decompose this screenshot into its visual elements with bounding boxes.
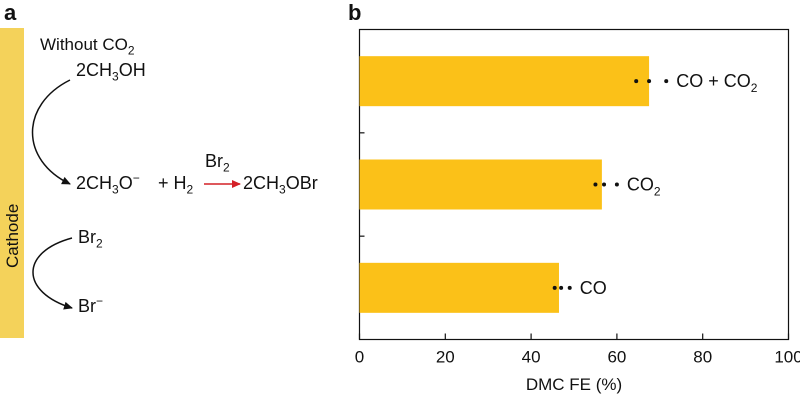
bromine-species: Br2 (78, 227, 103, 251)
x-tick-label-3: 60 (607, 348, 626, 367)
x-tick-label-1: 20 (436, 348, 455, 367)
data-point-0-2 (664, 79, 669, 84)
x-tick-label-0: 0 (355, 348, 364, 367)
bromine-reagent: Br2 (205, 151, 230, 175)
panel-label-a: a (4, 0, 17, 25)
hydrogen-product: + H2 (158, 173, 194, 197)
bar-1 (359, 159, 602, 210)
deprotonation-arrow (31, 79, 71, 185)
bar-label-1: CO2 (627, 175, 661, 199)
x-tick-label-2: 40 (522, 348, 541, 367)
data-point-0-1 (647, 79, 652, 84)
data-point-1-2 (614, 182, 619, 187)
panel-label-b: b (348, 0, 362, 25)
data-point-1-0 (593, 182, 598, 187)
bromide-species: Br− (78, 294, 104, 316)
without-co2-label: Without CO2 (40, 35, 135, 58)
data-point-2-1 (559, 285, 564, 290)
data-point-2-2 (567, 285, 572, 290)
data-point-2-0 (552, 285, 557, 290)
bar-2 (359, 262, 559, 313)
x-axis-title: DMC FE (%) (526, 375, 622, 394)
methoxide-product: 2CH3O− (76, 171, 140, 197)
methyl-hypobromite-product: 2CH3OBr (243, 173, 318, 197)
data-point-1-1 (602, 182, 607, 187)
bar-label-0: CO + CO2 (676, 71, 758, 95)
cathode-electrode (0, 28, 24, 338)
data-point-0-0 (634, 79, 639, 84)
bar-0 (359, 56, 650, 107)
bromine-reduction-arrow (32, 237, 73, 310)
x-tick-label-4: 80 (693, 348, 712, 367)
bar-label-2: CO (580, 278, 607, 298)
methanol-reactant: 2CH3OH (76, 60, 146, 84)
x-tick-label-5: 100 (774, 348, 800, 367)
